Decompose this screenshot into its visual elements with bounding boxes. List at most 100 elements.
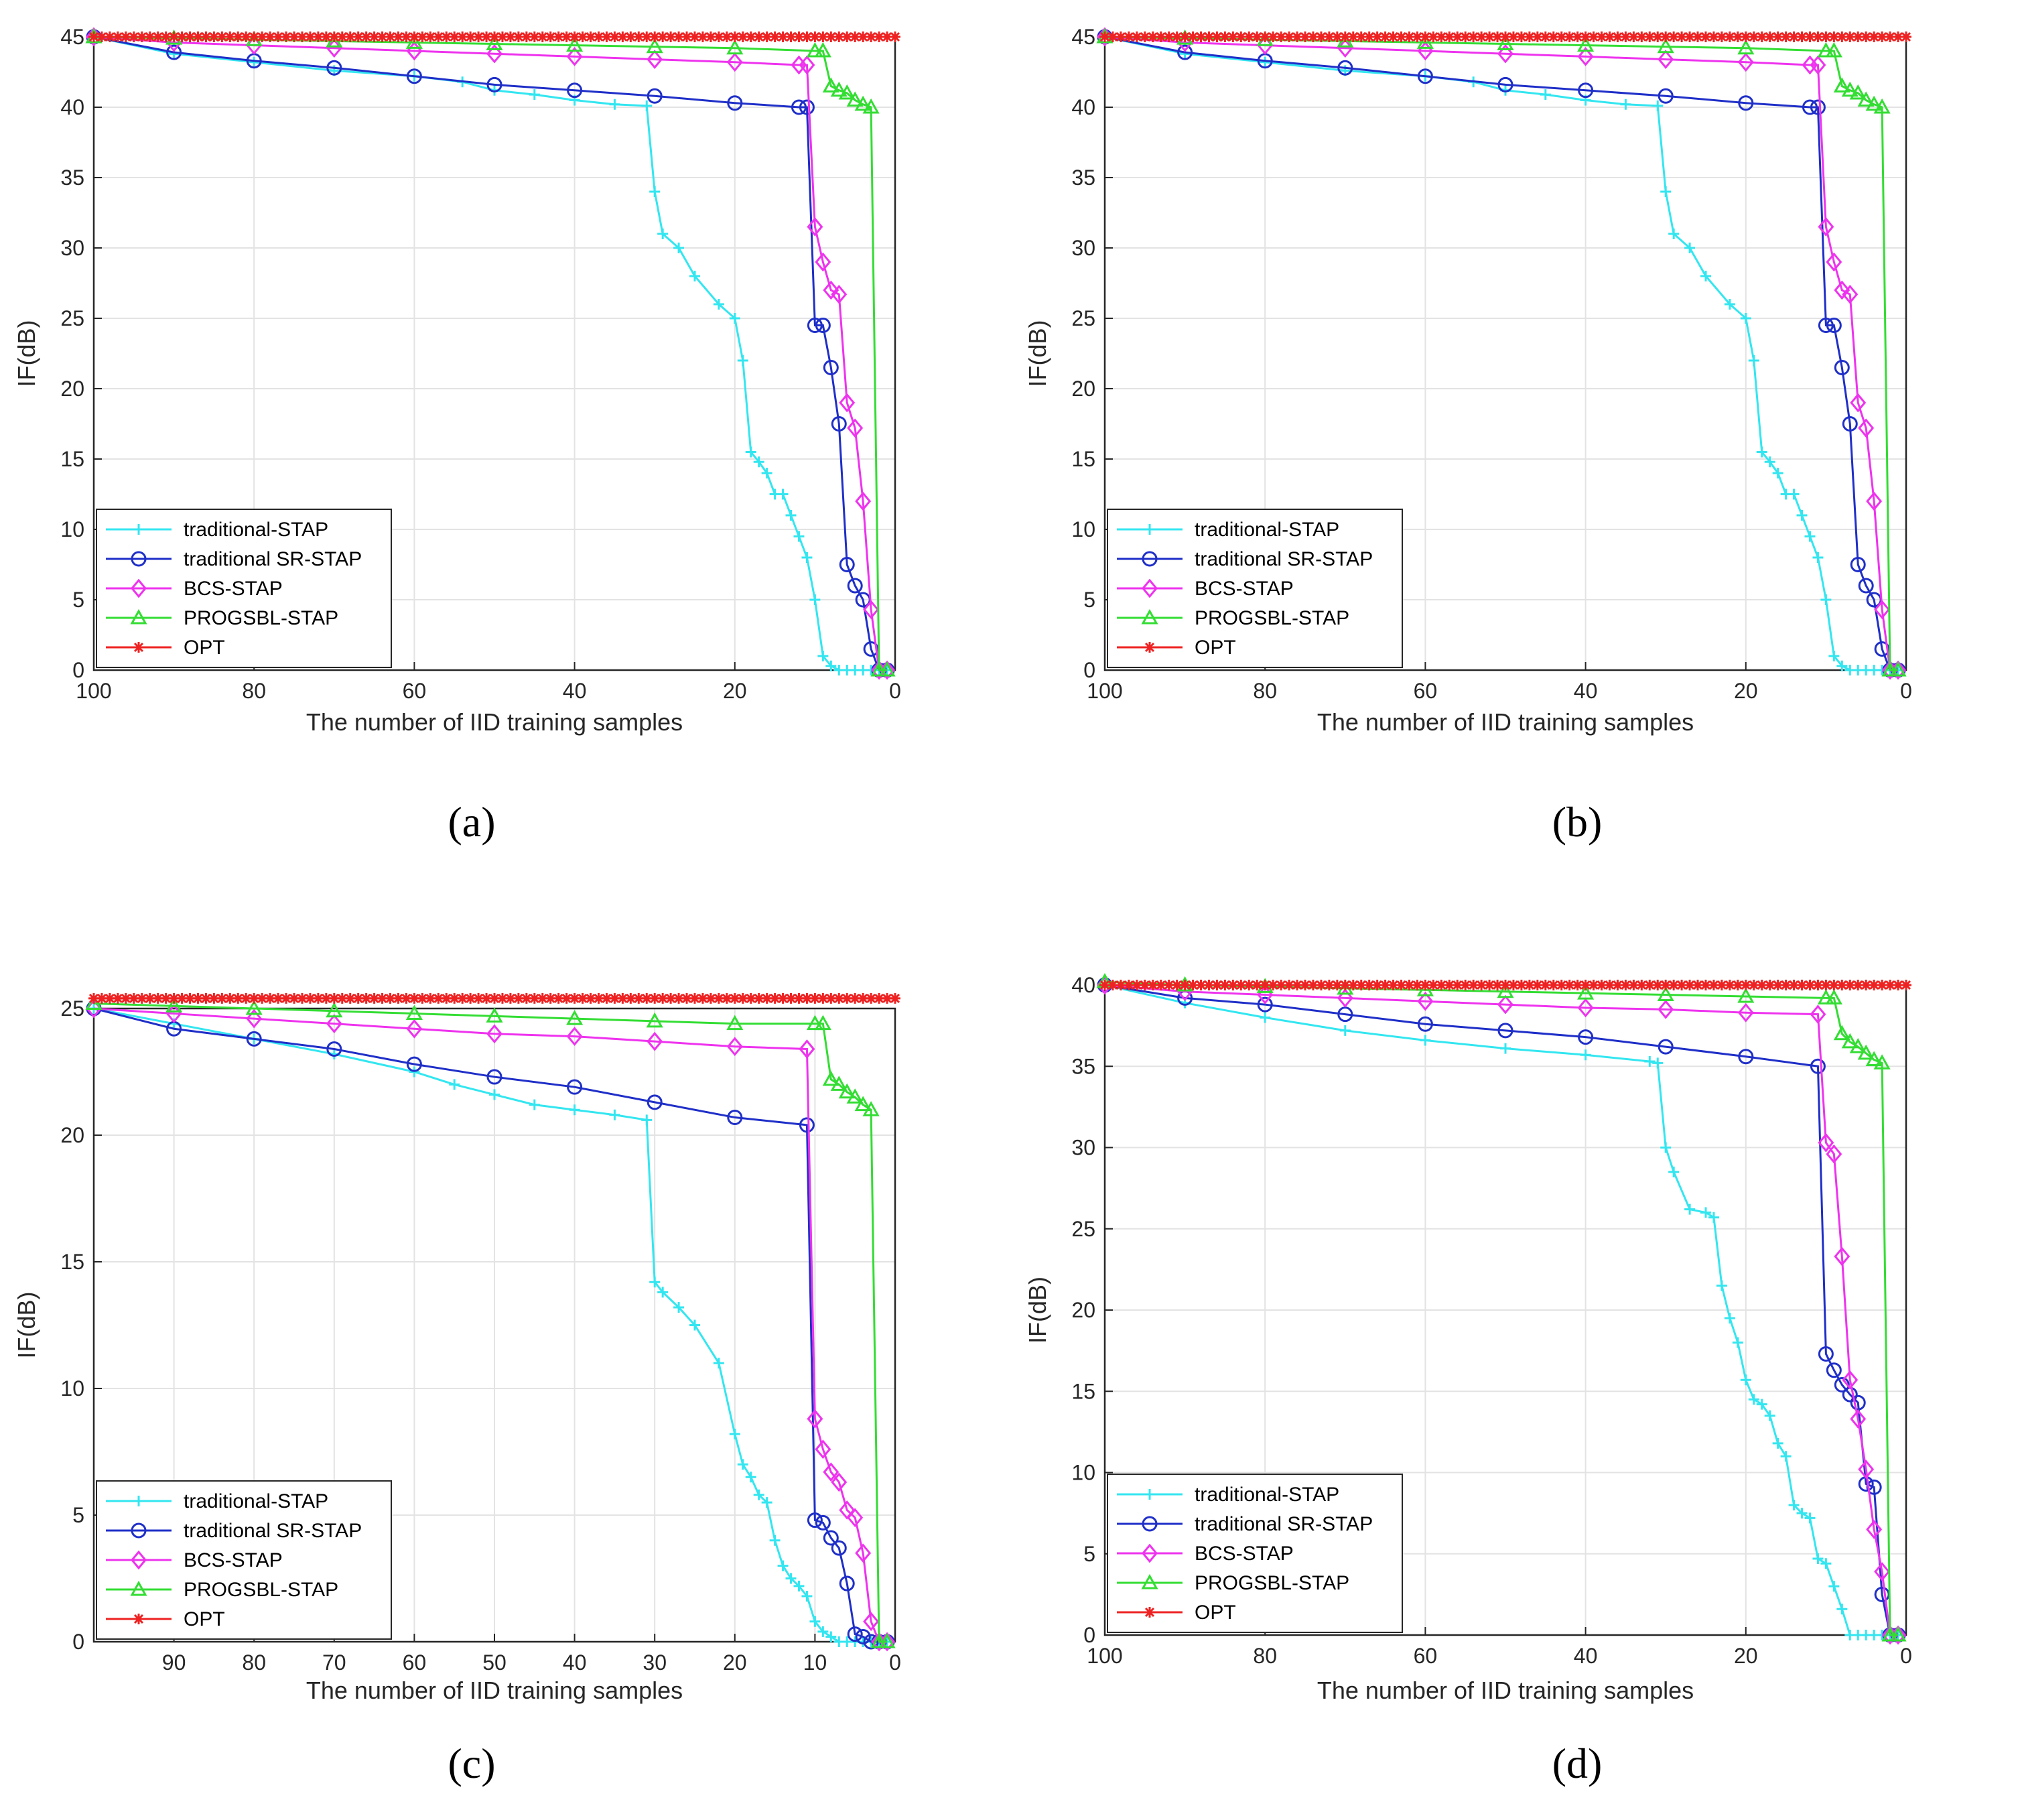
series-point: [841, 992, 853, 1004]
series-point: [405, 34, 423, 49]
series-point: [673, 992, 685, 1004]
x-tick-label: 100: [1087, 1644, 1122, 1668]
series-point: [1099, 980, 1110, 990]
series-point: [1371, 980, 1383, 990]
series-point: [1764, 456, 1775, 468]
series-point: [838, 1083, 856, 1099]
y-axis-label: IF(dB): [1024, 320, 1051, 387]
series-point: [1857, 91, 1875, 107]
chart-panel-a: 100 80 60 40 20 0 0 5 10 15 20 25 30 35 40 45 The number…: [0, 0, 1011, 908]
legend-marker: [130, 1580, 147, 1596]
y-tick-label: 5: [72, 588, 84, 612]
series-point: [1676, 980, 1688, 990]
series-point: [874, 992, 885, 1004]
series-point: [799, 1117, 815, 1133]
series-point: [1337, 988, 1353, 1008]
series-point: [1500, 31, 1511, 42]
series-point: [1788, 489, 1800, 500]
series-point: [489, 992, 500, 1004]
series-point: [1740, 1374, 1751, 1386]
series-point: [1812, 980, 1824, 990]
series-point: [128, 31, 139, 42]
series-point: [689, 31, 700, 42]
series-point: [850, 31, 861, 42]
x-tick-label: 60: [403, 679, 427, 703]
series-point: [1548, 31, 1559, 42]
y-tick-label: 0: [1083, 658, 1095, 682]
series-point: [737, 31, 748, 42]
series-point: [1476, 31, 1487, 42]
series-point: [1257, 996, 1273, 1013]
x-axis-label: The number of IID training samples: [1317, 1677, 1694, 1704]
x-tick-label: 80: [242, 679, 266, 703]
series-point: [368, 31, 380, 42]
series-point: [320, 31, 332, 42]
series-point: [96, 992, 107, 1004]
series-point: [1564, 31, 1575, 42]
series-point: [1497, 1023, 1513, 1039]
legend-label: BCS-STAP: [1195, 578, 1294, 600]
series-point: [839, 1500, 856, 1520]
series-point: [1684, 1204, 1696, 1215]
series-opt: [1099, 980, 1911, 990]
series-point: [753, 31, 764, 42]
series-point: [1841, 1033, 1859, 1049]
series-point: [1828, 651, 1840, 661]
series-point: [863, 1634, 879, 1650]
series-point: [1243, 980, 1255, 990]
x-tick-label: 10: [803, 1650, 827, 1675]
series-point: [641, 1114, 653, 1126]
legend-label: traditional SR-STAP: [184, 548, 362, 570]
series-point: [721, 31, 732, 42]
series-point: [529, 31, 540, 42]
series-point: [737, 1459, 748, 1470]
series-point: [385, 992, 396, 1004]
legend-marker: [1144, 1607, 1155, 1618]
series-point: [326, 60, 342, 76]
series-point: [1420, 1035, 1431, 1046]
series-point: [609, 992, 620, 1004]
series-point: [368, 992, 380, 1004]
series-point: [1355, 980, 1367, 990]
series-point: [753, 1489, 764, 1500]
series-point: [336, 31, 348, 42]
series-point: [486, 44, 502, 64]
series-point: [304, 992, 316, 1004]
series-point: [1834, 360, 1850, 375]
series-point: [486, 1024, 502, 1044]
series-point: [729, 1429, 740, 1440]
series-point: [777, 31, 789, 42]
series-point: [1885, 980, 1896, 990]
series-point: [1668, 980, 1680, 990]
series-point: [1820, 980, 1832, 990]
series-point: [726, 1037, 743, 1057]
series-point: [569, 1104, 580, 1116]
x-axis-label: The number of IID training samples: [306, 708, 683, 736]
series-point: [1834, 1246, 1850, 1266]
series-point: [1833, 1025, 1850, 1041]
series-point: [1724, 980, 1735, 990]
legend-label: OPT: [184, 637, 225, 659]
series-point: [831, 1472, 848, 1492]
series-point: [1107, 31, 1118, 42]
series-point: [1628, 31, 1639, 42]
series-point: [1796, 510, 1808, 521]
series-point: [1578, 82, 1594, 99]
series-point: [1292, 31, 1303, 42]
series-point: [1363, 980, 1375, 990]
series-point: [433, 31, 444, 42]
legend-marker: [133, 524, 144, 535]
series-point: [1865, 1051, 1883, 1067]
series-point: [1339, 980, 1351, 990]
series-point: [1612, 980, 1623, 990]
series-point: [1612, 31, 1623, 42]
y-tick-label: 10: [1071, 1461, 1095, 1485]
series-point: [697, 992, 708, 1004]
series-point: [727, 95, 743, 111]
series-point: [1866, 491, 1883, 511]
series-point: [1869, 980, 1880, 990]
series-point: [874, 31, 885, 42]
series-point: [1836, 980, 1848, 990]
series-point: [1818, 1132, 1834, 1153]
